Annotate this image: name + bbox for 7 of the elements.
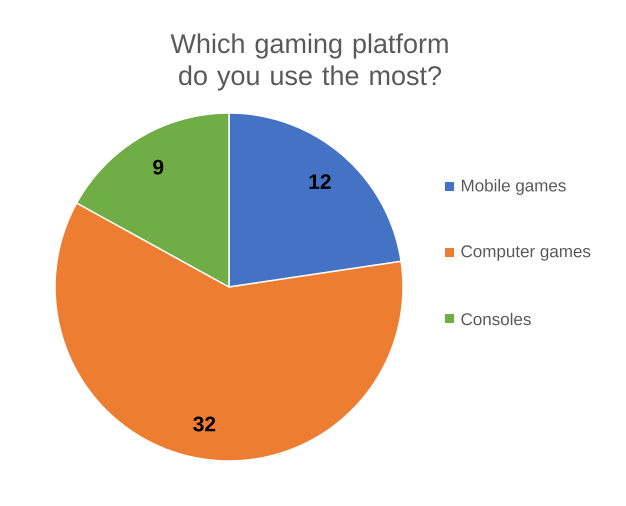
legend-label: Consoles: [461, 312, 531, 326]
legend-label: Mobile games: [462, 179, 566, 195]
data-label: 12: [310, 174, 331, 189]
data-label: 9: [153, 160, 164, 175]
data-label: 32: [193, 416, 216, 432]
legend-label: Computer games: [461, 245, 590, 261]
chart-title: Which gaming platform do you use the most?: [170, 33, 448, 91]
